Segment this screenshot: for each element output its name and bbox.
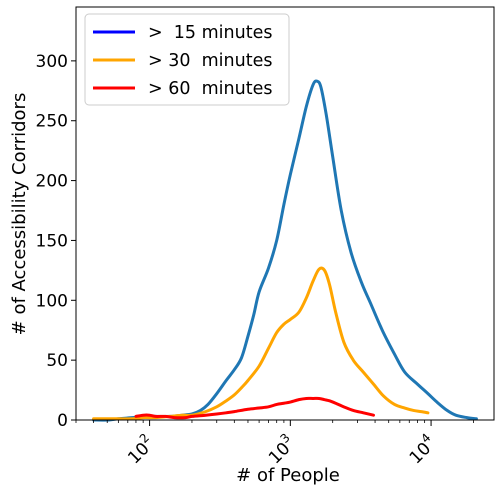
series-layer xyxy=(92,79,478,422)
legend-label-60-minutes: > 60 minutes xyxy=(148,79,272,99)
legend-box xyxy=(84,13,290,106)
y-tick-label: 0 xyxy=(57,411,68,431)
plot-frame xyxy=(75,6,495,421)
y-axis-ticks: 0 50 100 150 200 250 300 xyxy=(36,52,76,431)
y-tick-label: 50 xyxy=(46,351,68,371)
legend-label-15-minutes: > 15 minutes xyxy=(148,23,272,43)
legend: > 15 minutes > 30 minutes > 60 minutes xyxy=(84,13,290,106)
y-tick-label: 200 xyxy=(36,172,68,192)
y-tick-label: 100 xyxy=(36,291,68,311)
y-tick-label: 300 xyxy=(36,52,68,72)
legend-label-30-minutes: > 30 minutes xyxy=(148,51,272,71)
series-line-2 xyxy=(134,396,376,420)
x-axis-label: # of People xyxy=(236,465,340,486)
y-tick-label: 150 xyxy=(36,231,68,251)
y-axis-label: # of Accessibility Corridors xyxy=(9,93,30,336)
y-tick-label: 250 xyxy=(36,112,68,132)
